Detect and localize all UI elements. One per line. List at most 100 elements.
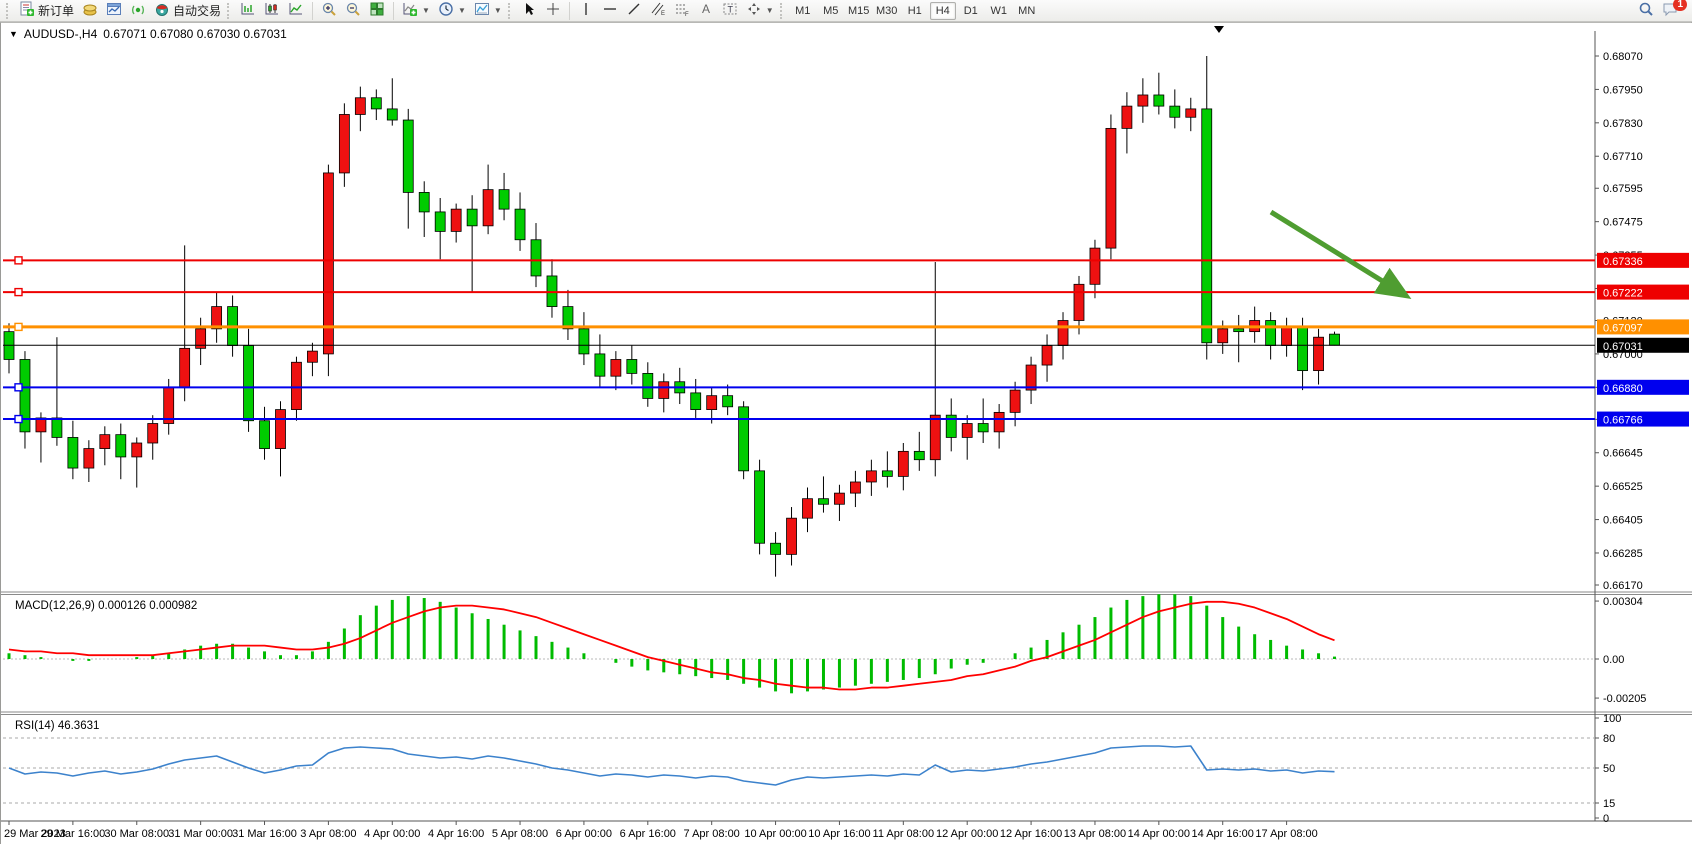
chart-dropdown-icon[interactable]: ▼ [9, 29, 18, 39]
text-tool-button[interactable]: A [694, 1, 718, 21]
fibonacci-icon: F [674, 1, 690, 20]
notifications-button[interactable]: 1 [1658, 0, 1687, 21]
toolbar-grip[interactable] [227, 2, 232, 19]
fibonacci-tool-button[interactable]: F [670, 1, 694, 21]
dropdown-caret: ▼ [422, 6, 430, 15]
toolbar-grip[interactable] [507, 2, 513, 19]
time-tick-label: 12 Apr 16:00 [1000, 828, 1062, 840]
new-order-button[interactable]: 新订单 [15, 1, 78, 21]
signal-button[interactable] [126, 1, 150, 21]
timeframe-D1[interactable]: D1 [963, 4, 978, 17]
indicators-icon [402, 1, 418, 20]
channel-tool-button[interactable]: E [646, 1, 670, 21]
time-tick-label: 30 Mar 08:00 [104, 828, 169, 840]
arrows-tool-button[interactable]: ▼ [742, 1, 778, 21]
svg-text:A: A [702, 2, 710, 16]
timeframe-M5[interactable]: M5 [823, 4, 839, 17]
candle-body [1217, 328, 1229, 344]
candle-body [147, 423, 159, 444]
timeframe-MN[interactable]: MN [1018, 4, 1036, 17]
market-watch-button[interactable] [78, 1, 102, 21]
candle-body [706, 395, 718, 410]
candlestick-chart-icon [264, 1, 280, 20]
equidistant-channel-icon: E [650, 1, 666, 20]
candle-body [83, 448, 95, 469]
candle-body [594, 353, 606, 377]
text-label-tool-button[interactable]: T [718, 1, 742, 21]
candle-body [1121, 105, 1133, 129]
horizontal-line-tool-button[interactable] [598, 1, 622, 21]
time-tick-label: 31 Mar 16:00 [232, 828, 297, 840]
search-icon [1638, 1, 1654, 20]
candle-body [275, 409, 286, 449]
timeframe-W1[interactable]: W1 [990, 4, 1007, 17]
zoom-out-button[interactable] [341, 1, 365, 21]
candle-body [259, 420, 270, 449]
periods-button[interactable]: ▼ [434, 1, 470, 21]
line-anchor-marker[interactable] [14, 414, 23, 424]
crosshair-tool-button[interactable] [541, 1, 565, 21]
rsi-tick-label: 0 [1603, 813, 1609, 825]
line-chart-button[interactable] [284, 1, 308, 21]
chart-window-button[interactable] [102, 1, 126, 21]
dropdown-caret: ▼ [765, 6, 774, 15]
autotrading-button[interactable]: 自动交易 [150, 1, 225, 21]
rsi-tick-label: 50 [1603, 763, 1615, 775]
time-tick-label: 10 Apr 00:00 [744, 828, 806, 840]
candle-body [722, 395, 734, 408]
time-tick-label: 6 Apr 16:00 [620, 828, 676, 840]
cursor-icon [521, 1, 537, 20]
toolbar-grip[interactable] [779, 2, 785, 19]
templates-button[interactable]: ▼ [470, 1, 506, 21]
chart-background [1, 23, 1692, 845]
toolbar-grip[interactable] [6, 2, 11, 19]
timeframe-H1[interactable]: H1 [907, 4, 922, 17]
candle-body [929, 414, 941, 461]
chart-shift-marker[interactable] [1214, 26, 1224, 33]
line-anchor-marker[interactable] [14, 287, 23, 297]
candle-body [131, 442, 143, 458]
time-tick-label: 4 Apr 16:00 [428, 828, 484, 840]
candle-body [642, 372, 654, 399]
candle-body [1313, 336, 1324, 372]
trendline-tool-button[interactable] [622, 1, 646, 21]
macd-tick-label: 0.00 [1603, 654, 1624, 666]
time-tick-label: 17 Apr 08:00 [1255, 828, 1317, 840]
macd-tick-label: 0.00304 [1603, 596, 1643, 608]
chart-canvas[interactable]: 0.68070 0.67950 0.67830 0.67710 0.67595 0.674… [1, 23, 1692, 845]
indicators-button[interactable]: ▼ [398, 1, 434, 21]
candle-body [961, 423, 973, 438]
candle-body [322, 172, 334, 355]
price-level-badge-text: 0.67097 [1603, 322, 1643, 334]
timeframe-H4[interactable]: H4 [929, 1, 956, 20]
cursor-tool-button[interactable] [517, 1, 541, 21]
line-anchor-marker[interactable] [14, 383, 23, 392]
candle-body [913, 450, 925, 461]
candlestick-chart-button[interactable] [260, 1, 284, 21]
vertical-line-tool-button[interactable] [574, 1, 598, 21]
candle-body [1169, 105, 1181, 118]
line-anchor-marker[interactable] [14, 256, 23, 265]
candle-body [945, 414, 957, 438]
line-anchor-marker[interactable] [14, 322, 23, 332]
candle-body [881, 470, 893, 477]
price-tick-label: 0.66285 [1603, 548, 1643, 560]
bar-chart-button[interactable] [236, 1, 260, 21]
candle-body [1153, 94, 1165, 107]
time-tick-label: 29 Mar 16:00 [40, 828, 105, 840]
search-button[interactable] [1634, 1, 1658, 21]
tile-windows-button[interactable] [365, 1, 389, 21]
timeframe-M1[interactable]: M1 [795, 4, 811, 17]
candle-body [578, 328, 590, 355]
price-tick-label: 0.66170 [1603, 580, 1643, 592]
candle-body [434, 211, 446, 232]
candle-body [626, 359, 638, 374]
timeframe-M30[interactable]: M30 [876, 4, 898, 17]
candle-body [243, 345, 254, 422]
annotation-arrow[interactable] [1269, 209, 1412, 299]
price-tick-label: 0.67950 [1603, 84, 1643, 96]
candle-body [1105, 127, 1117, 249]
candle-body [195, 328, 207, 349]
timeframe-M15[interactable]: M15 [848, 4, 870, 17]
zoom-in-button[interactable] [317, 1, 341, 21]
